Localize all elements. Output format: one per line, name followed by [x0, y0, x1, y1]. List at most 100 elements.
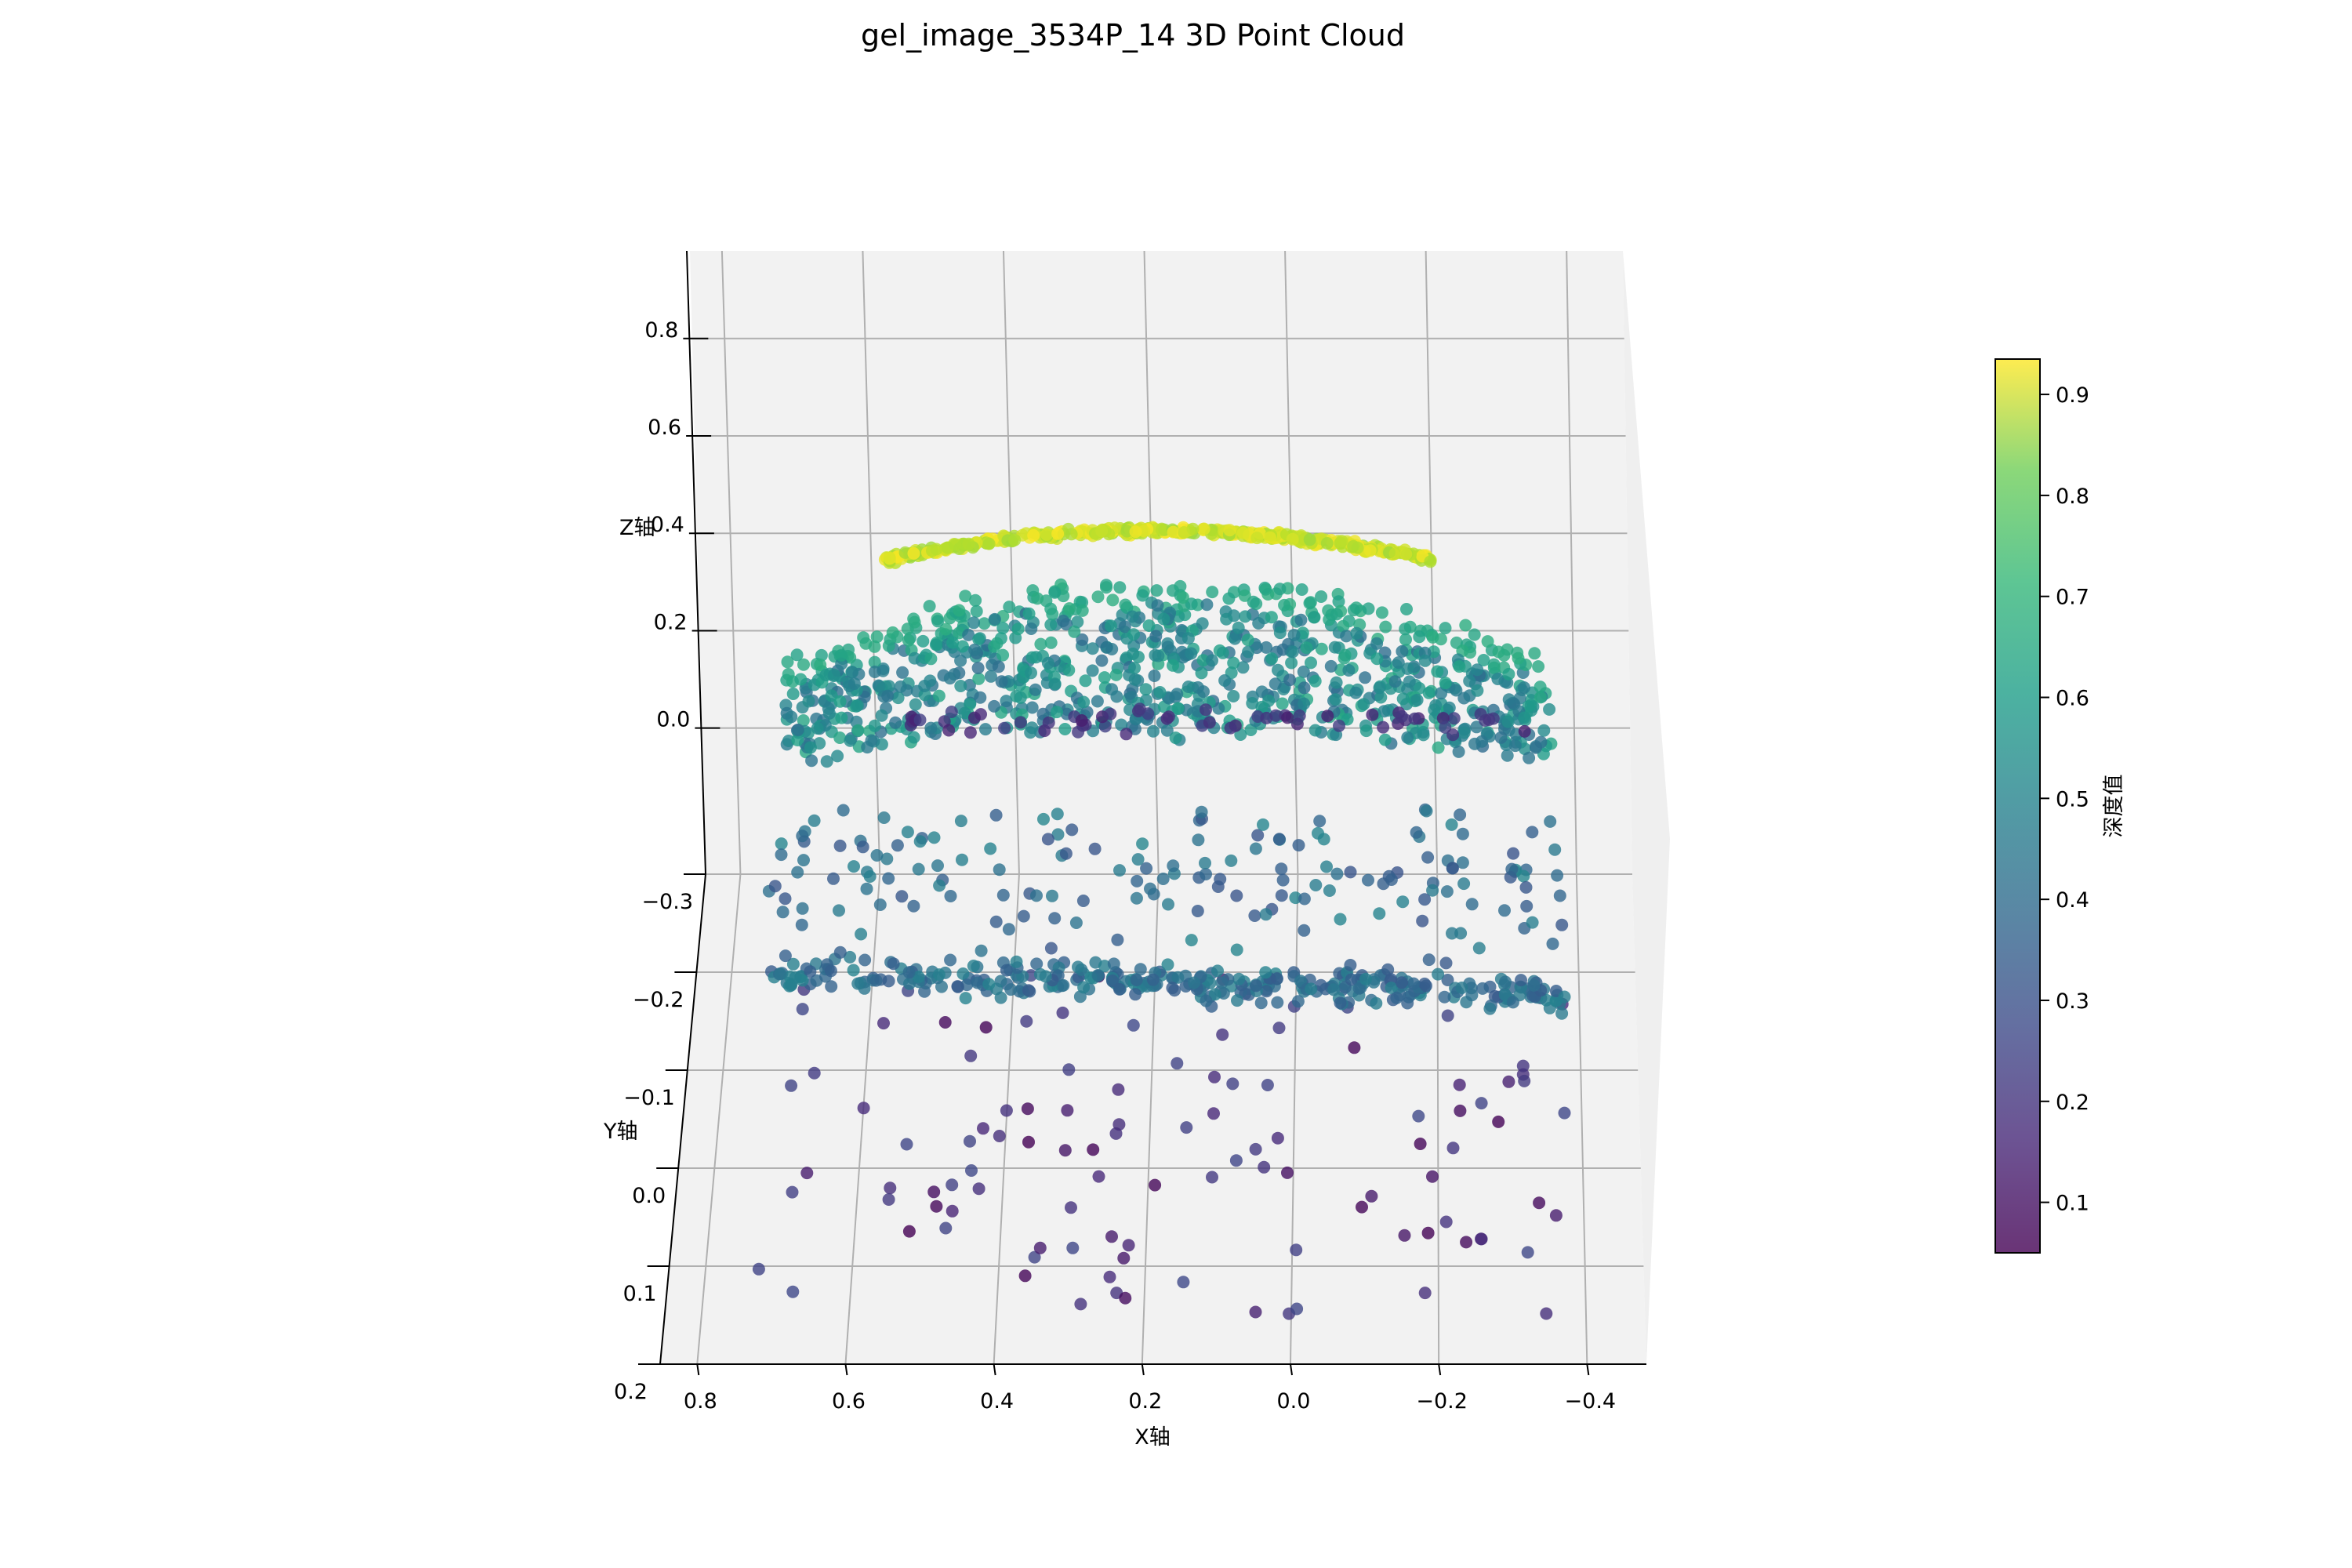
- data-point: [1472, 942, 1486, 955]
- data-point: [1548, 843, 1562, 856]
- data-point: [1287, 629, 1301, 641]
- x-tick: [844, 1363, 848, 1376]
- data-point: [1091, 969, 1105, 982]
- data-point: [1501, 715, 1515, 728]
- data-point: [1396, 895, 1410, 909]
- data-point: [1103, 1270, 1116, 1283]
- data-point: [868, 640, 881, 653]
- data-point: [1177, 1276, 1190, 1289]
- data-point: [1276, 697, 1289, 710]
- data-point: [785, 710, 798, 724]
- data-point: [1377, 720, 1390, 734]
- x-tick: [1438, 1363, 1442, 1376]
- data-point: [1499, 975, 1512, 989]
- data-point: [1456, 856, 1469, 869]
- data-point: [814, 659, 827, 671]
- data-point: [796, 829, 809, 843]
- colorbar-ticks: 0.1 0.2 0.3 0.4 0.5 0.6 0.7 0.8 0.9: [2040, 383, 2089, 1216]
- data-point: [1171, 1057, 1184, 1070]
- data-point: [1148, 670, 1161, 682]
- data-point: [969, 593, 982, 607]
- data-point: [1308, 674, 1322, 688]
- data-point: [820, 755, 833, 768]
- data-point: [962, 537, 975, 550]
- data-point: [833, 695, 847, 708]
- data-point: [995, 675, 1008, 688]
- data-point: [822, 706, 836, 720]
- data-point: [1512, 652, 1525, 665]
- data-point: [1242, 645, 1255, 659]
- z-tick-label: 0.6: [648, 416, 681, 440]
- data-point: [881, 689, 895, 702]
- data-point: [1020, 1014, 1033, 1028]
- data-point: [1375, 606, 1388, 619]
- data-point: [868, 666, 881, 678]
- data-point: [1518, 711, 1531, 724]
- data-point: [907, 899, 920, 913]
- data-point: [1017, 909, 1030, 923]
- grid-line: [844, 873, 881, 1365]
- data-point: [1185, 597, 1198, 611]
- data-point: [1362, 873, 1374, 887]
- data-point: [1518, 1074, 1531, 1087]
- data-point: [1196, 654, 1210, 667]
- data-point: [1344, 959, 1357, 971]
- data-point: [833, 904, 845, 917]
- data-point: [1408, 712, 1421, 725]
- data-point: [1077, 981, 1091, 994]
- data-point: [1100, 581, 1113, 594]
- data-point: [1292, 839, 1305, 852]
- data-point: [1356, 1200, 1368, 1214]
- data-point: [1377, 705, 1391, 718]
- data-point: [1022, 984, 1035, 997]
- data-point: [968, 643, 982, 656]
- data-point: [1171, 702, 1185, 715]
- data-point: [1071, 615, 1084, 629]
- z-tick-label: 0.4: [651, 513, 684, 537]
- data-point: [1251, 829, 1265, 842]
- data-point: [1021, 1102, 1034, 1116]
- data-point: [1452, 745, 1465, 758]
- data-point: [795, 918, 808, 931]
- data-point: [1039, 970, 1052, 983]
- data-point: [931, 859, 944, 873]
- data-point: [786, 1285, 800, 1298]
- data-point: [860, 882, 873, 895]
- data-point: [1492, 1115, 1505, 1128]
- data-point: [1432, 741, 1445, 754]
- data-point: [1281, 711, 1294, 724]
- data-point: [786, 1185, 799, 1199]
- data-point: [835, 711, 848, 724]
- data-point: [1002, 923, 1015, 936]
- data-point: [1532, 660, 1545, 673]
- data-point: [1438, 990, 1451, 1004]
- y-axis-label: Y轴: [603, 1120, 638, 1144]
- data-point: [1445, 818, 1458, 831]
- data-point: [1146, 973, 1160, 986]
- data-point: [1162, 710, 1175, 724]
- data-point: [1420, 979, 1432, 993]
- data-point: [1208, 988, 1221, 1001]
- data-point: [808, 814, 821, 827]
- data-point: [1418, 893, 1432, 906]
- data-point: [865, 734, 878, 747]
- colorbar-tick-label: 0.4: [2056, 888, 2089, 913]
- data-point: [1042, 716, 1055, 729]
- data-point: [1271, 996, 1284, 1009]
- data-point: [1059, 847, 1073, 860]
- data-point: [1072, 960, 1084, 974]
- data-point: [1222, 592, 1236, 605]
- data-point: [1357, 698, 1370, 711]
- data-point: [979, 1021, 993, 1034]
- data-point: [891, 839, 904, 852]
- data-point: [1257, 818, 1269, 831]
- data-point: [1518, 724, 1531, 738]
- data-point: [956, 967, 970, 980]
- data-point: [1111, 933, 1124, 946]
- data-point: [977, 1122, 989, 1135]
- data-point: [1120, 728, 1133, 741]
- data-point: [1113, 982, 1126, 996]
- data-point: [1229, 1154, 1243, 1167]
- z-tick-label: 0.2: [654, 610, 688, 634]
- data-point: [954, 815, 967, 828]
